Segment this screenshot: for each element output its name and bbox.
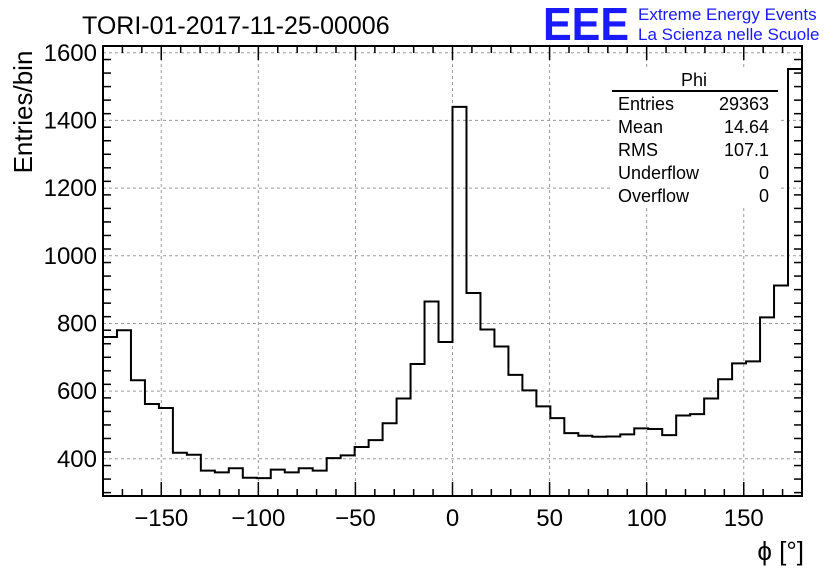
- x-tick-label: 150: [724, 505, 764, 532]
- stats-title: Phi: [681, 70, 707, 90]
- chart-title: TORI-01-2017-11-25-00006: [82, 12, 390, 40]
- logo-mark: EEE: [543, 0, 629, 50]
- y-axis-title: Entries/bin: [8, 51, 38, 174]
- x-tick-label: −50: [335, 505, 376, 532]
- stats-row-label: Mean: [618, 117, 663, 137]
- stats-row-label: Underflow: [618, 163, 700, 183]
- x-tick-label: 50: [536, 505, 563, 532]
- eee-logo: EEE Extreme Energy Events La Scienza nel…: [543, 0, 819, 50]
- x-tick-label: −100: [231, 505, 285, 532]
- stats-row-label: RMS: [618, 140, 658, 160]
- y-tick-label: 600: [57, 378, 97, 405]
- axis-ticks: [102, 46, 803, 496]
- y-tick-label: 800: [57, 310, 97, 337]
- stats-row-value: 0: [759, 186, 769, 206]
- y-tick-label: 1000: [44, 243, 97, 270]
- histogram-outline: [103, 68, 802, 480]
- stats-row-label: Overflow: [618, 186, 690, 206]
- stats-row-label: Entries: [618, 94, 674, 114]
- logo-line2: La Scienza nelle Scuole: [638, 25, 819, 44]
- x-tick-label: −150: [134, 505, 188, 532]
- stats-row-value: 107.1: [724, 140, 769, 160]
- tick-labels: −150 −100 −50 0 50 100 150 400 600 800 1000 1200 140…: [44, 40, 764, 532]
- y-tick-label: 400: [57, 446, 97, 473]
- stats-row-value: 29363: [719, 94, 769, 114]
- y-tick-label: 1600: [44, 40, 97, 67]
- stats-box: Phi Entries 29363 Mean 14.64 RMS 107.1 Underfl…: [610, 68, 778, 208]
- logo-line1: Extreme Energy Events: [638, 5, 817, 24]
- y-tick-label: 1400: [44, 107, 97, 134]
- y-tick-label: 1200: [44, 175, 97, 202]
- stats-row-value: 14.64: [724, 117, 769, 137]
- stats-rows: Entries 29363 Mean 14.64 RMS 107.1 Underflow 0 O…: [618, 94, 769, 206]
- stats-row-value: 0: [759, 163, 769, 183]
- x-tick-label: 0: [446, 505, 459, 532]
- x-axis-title: ϕ [°]: [757, 536, 804, 566]
- x-tick-label: 100: [627, 505, 667, 532]
